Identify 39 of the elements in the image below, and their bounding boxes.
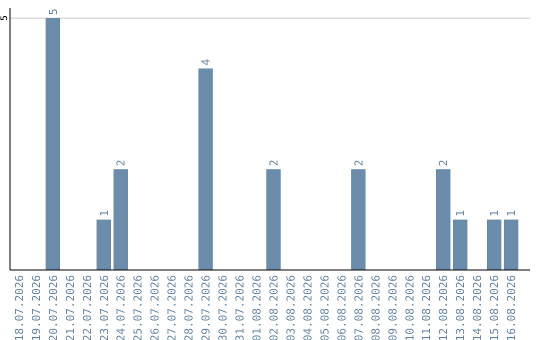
x-tick-label: 20.07.2026 — [46, 275, 60, 340]
x-tick-label: 28.07.2026 — [182, 275, 196, 340]
data-label: 2 — [114, 160, 128, 166]
x-tick-label: 14.08.2026 — [471, 275, 484, 340]
x-tick-label: 18.07.2026 — [12, 275, 26, 340]
data-label: 2 — [352, 160, 366, 166]
bar — [436, 169, 450, 270]
x-tick-label: 12.08.2026 — [437, 275, 450, 340]
x-tick-label: 26.07.2026 — [148, 275, 162, 340]
bar — [46, 18, 60, 270]
data-label: 1 — [505, 210, 518, 217]
bar — [504, 220, 518, 270]
bar — [452, 220, 468, 270]
x-tick-label: 23.07.2026 — [98, 275, 111, 340]
data-label: 5 — [46, 8, 60, 16]
data-label: 2 — [267, 160, 280, 166]
x-tick-label: 27.07.2026 — [166, 275, 179, 340]
x-tick-label: 24.07.2026 — [114, 275, 128, 340]
x-tick-label: 16.08.2026 — [505, 275, 518, 340]
bar — [198, 68, 213, 270]
data-label: 2 — [437, 160, 450, 166]
x-tick-label: 22.07.2026 — [80, 275, 94, 340]
data-label: 1 — [454, 210, 468, 217]
x-tick-label: 11.08.2026 — [420, 275, 434, 340]
data-label: 1 — [488, 210, 502, 217]
x-tick-label: 29.07.2026 — [200, 275, 213, 340]
data-label: 1 — [98, 210, 111, 217]
x-tick-label: 10.08.2026 — [403, 275, 416, 340]
x-tick-label: 19.07.2026 — [30, 275, 43, 340]
data-label: 4 — [200, 58, 213, 66]
x-tick-label: 15.08.2026 — [488, 275, 502, 340]
bar — [96, 220, 111, 270]
x-tick-label: 25.07.2026 — [132, 275, 145, 340]
x-tick-label: 21.07.2026 — [64, 275, 77, 340]
bar — [266, 169, 281, 270]
x-tick-label: 13.08.2026 — [454, 275, 468, 340]
bar — [486, 220, 502, 270]
bar — [351, 169, 366, 270]
bar — [114, 169, 128, 270]
